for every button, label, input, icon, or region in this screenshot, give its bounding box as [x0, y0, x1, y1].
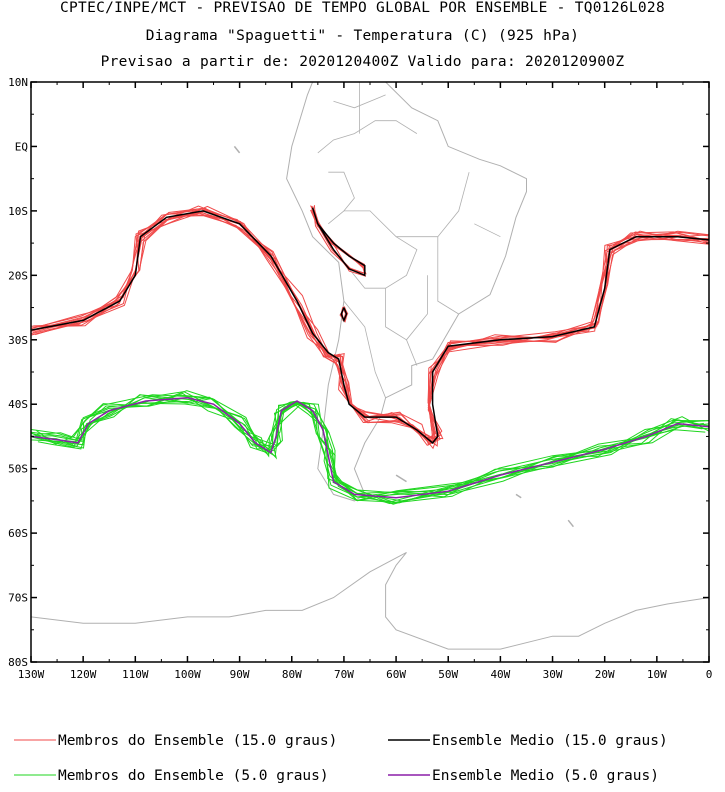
country-border	[343, 300, 386, 398]
legend-label: Membros do Ensemble (5.0 graus)	[58, 768, 329, 784]
country-border	[406, 339, 418, 366]
member-5deg-contour	[37, 392, 709, 502]
member-15deg-contour-andes	[311, 205, 367, 277]
member-15deg-contour	[31, 213, 709, 440]
legend-label: Membros do Ensemble (15.0 graus)	[58, 733, 337, 749]
chart-title-line2: Diagrama "Spaguetti" - Temperatura (C) (…	[145, 28, 580, 44]
country-border	[328, 171, 355, 212]
lon-tick-label: 60W	[386, 668, 406, 681]
lon-tick-label: 70W	[334, 668, 354, 681]
south-america-coastline	[286, 82, 527, 502]
member-15deg-contour	[31, 208, 709, 444]
lon-tick-label: 110W	[122, 668, 149, 681]
member-15deg-contour	[31, 207, 709, 444]
country-border	[333, 94, 386, 109]
legend-label: Ensemble Medio (5.0 graus)	[432, 768, 659, 784]
country-border	[396, 172, 470, 238]
island-coastline	[515, 493, 522, 499]
member-15deg-contour	[31, 205, 709, 446]
lat-tick-label: 10N	[8, 76, 28, 89]
chart-title-line3: Previsao a partir de: 2020120400Z Valido…	[100, 54, 625, 70]
lat-tick-label: 60S	[8, 527, 28, 540]
lon-tick-label: 0	[706, 668, 713, 681]
lat-tick-label: 40S	[8, 398, 28, 411]
member-15deg-contour-andes	[310, 209, 366, 274]
legend-label: Ensemble Medio (15.0 graus)	[432, 733, 668, 749]
island-coastline	[567, 519, 574, 528]
lat-tick-label: 70S	[8, 592, 28, 605]
chart-title-line1: CPTEC/INPE/MCT - PREVISAO DE TEMPO GLOBA…	[60, 0, 665, 16]
lon-tick-label: 80W	[282, 668, 302, 681]
lon-tick-label: 50W	[438, 668, 458, 681]
lat-tick-label: EQ	[15, 140, 28, 153]
member-5deg-contour	[31, 394, 709, 495]
lat-tick-label: 80S	[8, 656, 28, 669]
mean-15deg-contour	[31, 210, 709, 444]
lon-tick-label: 100W	[174, 668, 201, 681]
mean-15deg-contour-andes	[311, 207, 366, 277]
island-coastline	[233, 145, 241, 154]
country-border	[385, 275, 428, 341]
member-15deg-contour	[32, 212, 709, 446]
mean-5deg-contour	[31, 397, 709, 499]
country-border	[437, 236, 459, 315]
lon-tick-label: 130W	[18, 668, 45, 681]
member-5deg-contour	[31, 394, 709, 502]
contour-layer	[31, 205, 709, 505]
lon-tick-label: 90W	[230, 668, 250, 681]
country-border	[474, 223, 501, 238]
central-america-coastline	[250, 82, 251, 83]
lat-tick-label: 10S	[8, 205, 28, 218]
country-border	[317, 120, 418, 154]
lon-tick-label: 10W	[647, 668, 667, 681]
lat-tick-label: 50S	[8, 463, 28, 476]
legend: Membros do Ensemble (15.0 graus) Ensemble…	[14, 733, 668, 784]
lon-tick-label: 30W	[543, 668, 563, 681]
lon-tick-label: 120W	[70, 668, 97, 681]
coastline-layer	[31, 82, 709, 650]
mean-15deg-contour-small	[340, 307, 348, 323]
lon-tick-label: 40W	[490, 668, 510, 681]
plot-frame	[30, 81, 710, 663]
antarctica-coastline	[31, 551, 709, 650]
lat-tick-label: 30S	[8, 334, 28, 347]
country-border	[328, 210, 418, 289]
island-coastline	[395, 474, 407, 483]
lat-tick-label: 20S	[8, 269, 28, 282]
lon-tick-label: 20W	[595, 668, 615, 681]
